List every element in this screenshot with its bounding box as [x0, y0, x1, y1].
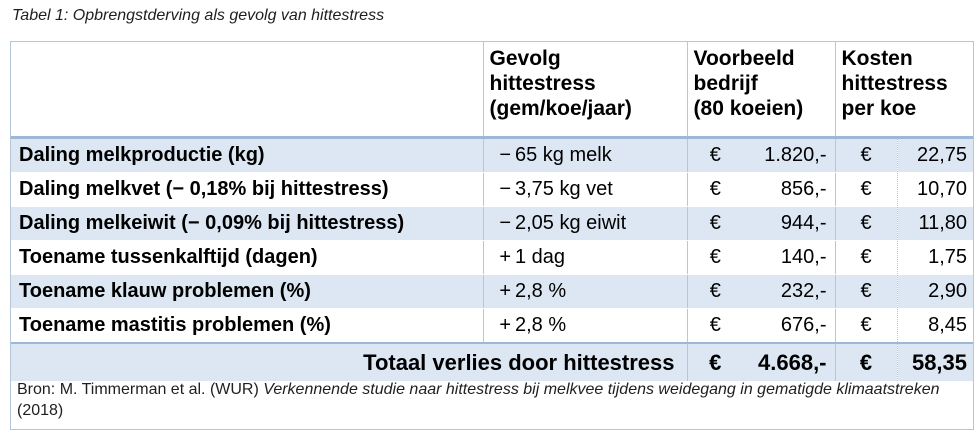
table-frame: [10, 41, 974, 430]
row-cost-per-cow: 8,45: [896, 308, 974, 344]
total-currency-cow: €: [834, 342, 898, 381]
total-label: Totaal verlies door hittestress: [11, 342, 688, 381]
row-currency-farm: €: [686, 240, 744, 275]
row-sign: +: [482, 274, 513, 309]
total-row: Totaal verlies door hittestress € 4.668,…: [11, 342, 974, 381]
table-row: Daling melkeiwit (− 0,09% bij hittestres…: [11, 206, 974, 241]
row-cost-per-cow: 2,90: [896, 274, 974, 309]
header-example-farm: Voorbeeld bedrijf (80 koeien): [686, 42, 836, 139]
row-farm-cost: 140,-: [743, 240, 836, 275]
total-farm-cost: 4.668,-: [743, 342, 836, 381]
table-caption: Tabel 1: Opbrengstderving als gevolg van…: [12, 7, 385, 24]
row-label: Toename mastitis problemen (%): [11, 308, 483, 344]
row-label: Daling melkvet (− 0,18% bij hittestress): [11, 172, 483, 207]
row-currency-cow: €: [834, 274, 898, 309]
total-cost-per-cow: 58,35: [896, 342, 974, 381]
row-currency-farm: €: [686, 206, 744, 241]
row-sign: −: [482, 206, 513, 241]
header-cost-per-cow: Kosten hittestress per koe: [834, 42, 974, 139]
table-row: Daling melkvet (− 0,18% bij hittestress)…: [11, 172, 974, 207]
header-effect: Gevolg hittestress (gem/koe/jaar): [482, 42, 688, 139]
row-currency-cow: €: [834, 172, 898, 207]
row-currency-farm: €: [686, 172, 744, 207]
row-effect: 2,8 %: [513, 274, 688, 309]
row-currency-cow: €: [834, 137, 898, 173]
row-effect: 65 kg melk: [513, 137, 688, 173]
row-label: Toename tussenkalftijd (dagen): [11, 240, 483, 275]
row-farm-cost: 1.820,-: [743, 137, 836, 173]
table-header-row: Gevolg hittestress (gem/koe/jaar) Voorbe…: [11, 42, 974, 139]
source-title: Verkennende studie naar hittestress bij …: [263, 381, 940, 398]
table-row: Daling melkproductie (kg) − 65 kg melk €…: [11, 137, 974, 173]
row-cost-per-cow: 10,70: [896, 172, 974, 207]
row-sign: −: [482, 172, 513, 207]
row-effect: 2,05 kg eiwit: [513, 206, 688, 241]
table-row: Toename klauw problemen (%) + 2,8 % € 23…: [11, 274, 974, 309]
row-currency-cow: €: [834, 206, 898, 241]
row-effect: 2,8 %: [513, 308, 688, 344]
row-currency-cow: €: [834, 240, 898, 275]
row-sign: +: [482, 308, 513, 344]
row-farm-cost: 232,-: [743, 274, 836, 309]
row-currency-cow: €: [834, 308, 898, 344]
row-currency-farm: €: [686, 308, 744, 344]
total-currency-farm: €: [686, 342, 744, 381]
row-currency-farm: €: [686, 274, 744, 309]
table-row: Toename mastitis problemen (%) + 2,8 % €…: [11, 308, 974, 344]
row-sign: +: [482, 240, 513, 275]
row-cost-per-cow: 22,75: [896, 137, 974, 173]
row-label: Daling melkeiwit (− 0,09% bij hittestres…: [11, 206, 483, 241]
row-farm-cost: 944,-: [743, 206, 836, 241]
row-farm-cost: 676,-: [743, 308, 836, 344]
header-empty-cell: [11, 42, 483, 139]
row-cost-per-cow: 11,80: [896, 206, 974, 241]
row-effect: 1 dag: [513, 240, 688, 275]
row-label: Daling melkproductie (kg): [11, 137, 483, 173]
table-row: Toename tussenkalftijd (dagen) + 1 dag €…: [11, 240, 974, 275]
source-note: Bron: M. Timmerman et al. (WUR) Verkenne…: [17, 381, 940, 419]
row-currency-farm: €: [686, 137, 744, 173]
row-farm-cost: 856,-: [743, 172, 836, 207]
row-effect: 3,75 kg vet: [513, 172, 688, 207]
row-sign: −: [482, 137, 513, 173]
row-cost-per-cow: 1,75: [896, 240, 974, 275]
heat-stress-table: Gevolg hittestress (gem/koe/jaar) Voorbe…: [11, 42, 974, 381]
row-label: Toename klauw problemen (%): [11, 274, 483, 309]
